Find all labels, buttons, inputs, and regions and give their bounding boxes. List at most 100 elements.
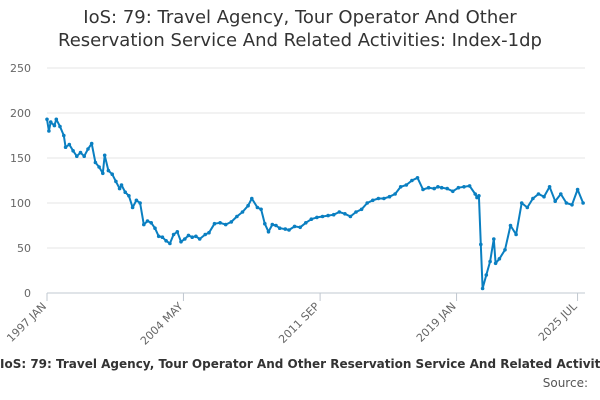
series-point [97, 165, 101, 169]
series-point [168, 241, 172, 246]
series-point [223, 222, 228, 227]
series-point [415, 176, 420, 180]
series-point [101, 171, 105, 176]
series-point [503, 248, 507, 252]
series-point [123, 190, 127, 194]
series-point [71, 149, 75, 153]
series-point [376, 196, 381, 201]
series-point [309, 217, 314, 221]
series-point [398, 185, 403, 189]
series-point [190, 235, 194, 239]
series-point [359, 207, 364, 212]
series-point [142, 222, 146, 227]
chart-title: IoS: 79: Travel Agency, Tour Operator An… [0, 6, 600, 52]
series-point [277, 226, 282, 230]
series-point [531, 196, 535, 201]
legend-series-name: IoS: 79: Travel Agency, Tour Operator An… [0, 357, 600, 371]
series-point [488, 259, 492, 264]
y-tick-label: 250 [10, 62, 31, 75]
series-point [255, 205, 260, 210]
series-point [93, 160, 98, 165]
series-point [462, 185, 466, 189]
series-point [484, 273, 489, 277]
series-point [130, 205, 135, 210]
series-point [547, 185, 552, 189]
series-point [382, 196, 386, 201]
series-point [283, 227, 288, 231]
series-point [270, 222, 275, 227]
x-tick-label: 1997 JAN [4, 300, 49, 345]
series-point [149, 221, 153, 225]
series-point [48, 120, 53, 124]
x-tick-label: 2025 JUL [536, 299, 580, 343]
series-point [183, 237, 187, 241]
series-point [58, 124, 62, 129]
series-point [78, 150, 83, 155]
series-point [240, 210, 245, 214]
series-point [156, 234, 161, 239]
series-point [480, 286, 485, 291]
series-point [426, 185, 431, 190]
series-point [106, 168, 111, 173]
chart-title-line-1: IoS: 79: Travel Agency, Tour Operator An… [83, 7, 517, 28]
series-point [153, 226, 157, 230]
series-point [250, 196, 254, 201]
series-point [508, 223, 513, 228]
series-point [274, 223, 278, 228]
series-point [127, 194, 131, 198]
y-tick-label: 100 [10, 197, 31, 210]
series-point [54, 117, 59, 122]
gridlines [47, 67, 585, 294]
series-point [117, 186, 122, 191]
series-point [467, 184, 472, 188]
series-point [315, 215, 319, 220]
series-point [298, 225, 303, 230]
series-point [246, 203, 250, 208]
series-point [110, 172, 114, 176]
series-point [175, 230, 180, 234]
series-point [432, 186, 437, 191]
series-point [194, 234, 198, 239]
series-point [292, 224, 297, 229]
x-tick-label: 2004 MAY [138, 300, 186, 348]
series-point [86, 147, 90, 151]
series-line [46, 118, 585, 290]
series-point [212, 221, 217, 226]
series-point [445, 186, 450, 191]
series-point [553, 199, 557, 203]
source-label: Source: [542, 376, 588, 390]
series-point [570, 203, 574, 207]
series-point [525, 205, 530, 210]
series-point [371, 198, 375, 203]
series-point [45, 117, 49, 122]
series-point [164, 239, 168, 243]
series-point [89, 141, 94, 146]
series-point [207, 230, 211, 235]
series-point [259, 207, 263, 212]
series-point [114, 179, 118, 184]
y-tick-label: 50 [17, 242, 31, 255]
series-point [52, 123, 57, 128]
series-point [581, 201, 585, 205]
series-point [266, 230, 271, 234]
series-point [421, 187, 425, 192]
series-point [186, 233, 191, 238]
series-point [263, 221, 267, 226]
y-tick-label: 150 [10, 152, 31, 165]
series-point [542, 194, 546, 199]
series-point [326, 213, 330, 218]
series-point [436, 185, 440, 189]
y-tick-label: 0 [24, 287, 31, 300]
series-point [456, 185, 461, 190]
series-point [493, 261, 498, 266]
series-point [393, 192, 397, 196]
series-point [102, 153, 107, 158]
series-layer [45, 117, 585, 291]
series-point [171, 232, 176, 237]
series-point [479, 242, 483, 247]
x-axis: 1997 JAN 2004 MAY 2011 SEP 2019 JAN 2025 JUL [4, 293, 580, 348]
series-point [67, 142, 72, 147]
series-point [304, 221, 308, 225]
series-point [477, 194, 481, 198]
